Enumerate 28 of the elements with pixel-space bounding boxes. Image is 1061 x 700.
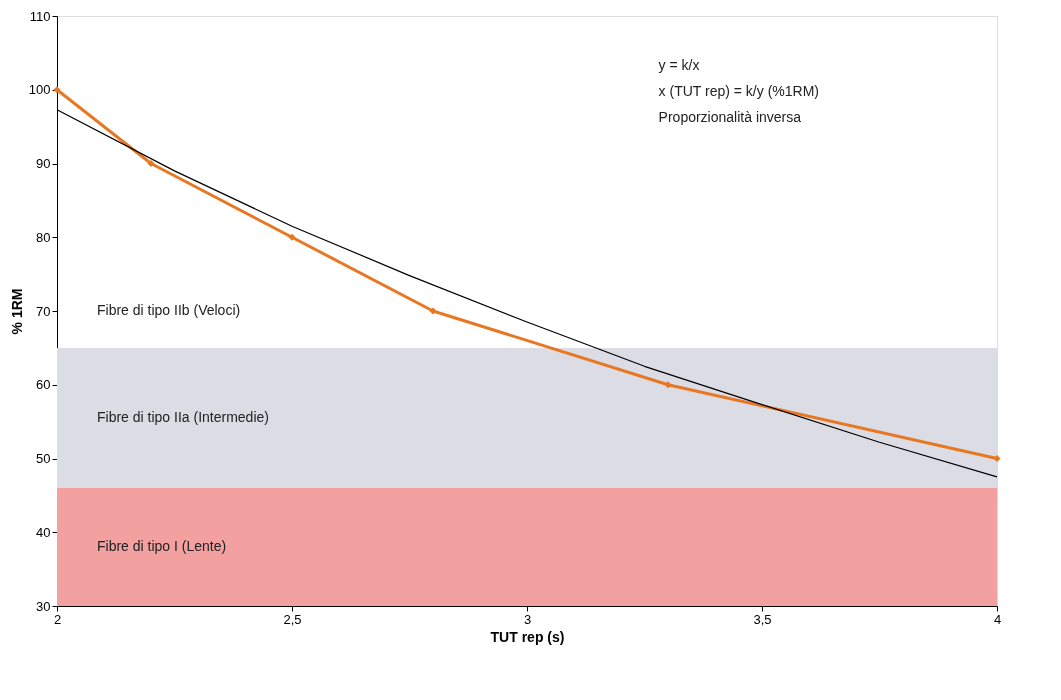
point — [429, 307, 437, 315]
y-tick-label: 100 — [28, 82, 51, 98]
band-label: Fibre di tipo I (Lente) — [97, 538, 227, 554]
y-tick-label: 50 — [36, 451, 51, 466]
point — [664, 381, 672, 389]
point — [53, 86, 61, 94]
y-tick-label: 70 — [36, 303, 51, 319]
y-tick-label: 30 — [36, 598, 51, 614]
band-label: Fibre di tipo IIa (Intermedie) — [97, 408, 269, 425]
point — [993, 454, 1001, 463]
x-tick-label: 4 — [993, 611, 1002, 627]
y-tick-label: 40 — [36, 524, 51, 540]
annotation: x (TUT rep) = k/y (%1RM) — [658, 83, 819, 99]
x-tick-label: 3 — [523, 611, 532, 627]
annotation: Fibre di tipo IIb (Veloci) — [97, 302, 241, 318]
x-tick-label: 2,5 — [283, 611, 302, 627]
annotation: Proporzionalità inversa — [658, 109, 802, 125]
y-tick-label: 80 — [36, 229, 51, 245]
y-axis-title: % 1RM — [8, 288, 25, 335]
y-tick-label: 90 — [36, 156, 51, 171]
x-tick-label: 3,5 — [753, 611, 772, 627]
y-tick-label: 110 — [29, 8, 51, 24]
point — [147, 159, 155, 168]
annotation: y = k/x — [658, 57, 700, 73]
x-axis-title: TUT rep (s) — [490, 628, 565, 645]
x-tick-label: 2 — [53, 611, 62, 627]
y-tick-label: 60 — [36, 377, 51, 393]
point — [288, 233, 296, 241]
